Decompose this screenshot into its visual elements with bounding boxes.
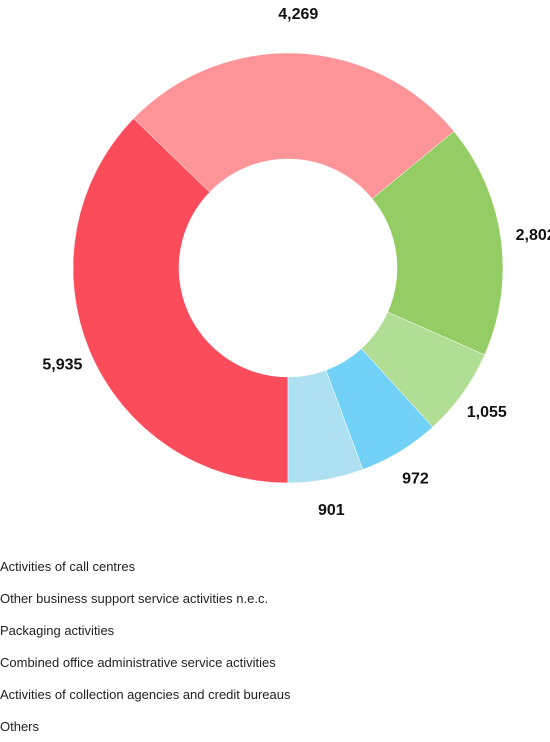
legend-item: Packaging activities bbox=[0, 614, 550, 646]
legend-label: Other business support service activitie… bbox=[0, 590, 269, 606]
legend-label: Activities of collection agencies and cr… bbox=[0, 686, 291, 702]
donut-slices bbox=[72, 52, 504, 484]
donut-slice bbox=[72, 118, 289, 484]
legend-item: Activities of collection agencies and cr… bbox=[0, 678, 550, 710]
legend-item: Combined office administrative service a… bbox=[0, 646, 550, 678]
slice-value-label: 1,055 bbox=[467, 404, 507, 421]
legend-item: Others bbox=[0, 710, 550, 742]
donut-slice bbox=[133, 52, 455, 200]
legend-label: Others bbox=[0, 718, 40, 734]
slice-value-label: 901 bbox=[318, 502, 345, 519]
chart-legend: Activities of call centres Other business… bbox=[0, 550, 550, 742]
donut-slice bbox=[371, 131, 504, 356]
slice-value-label: 4,269 bbox=[278, 6, 318, 23]
legend-label: Combined office administrative service a… bbox=[0, 654, 276, 670]
slice-value-label: 5,935 bbox=[42, 357, 82, 374]
donut-slice bbox=[287, 369, 364, 484]
donut-chart: 5,935 4,269 2,802 1,055 972 901 bbox=[42, 6, 550, 519]
slice-value-label: 972 bbox=[402, 470, 429, 487]
legend-item: Activities of call centres bbox=[0, 550, 550, 582]
donut-value-labels: 5,935 4,269 2,802 1,055 972 901 bbox=[42, 6, 550, 519]
legend-label: Activities of call centres bbox=[0, 558, 136, 574]
legend-label: Packaging activities bbox=[0, 622, 115, 638]
slice-value-label: 2,802 bbox=[516, 227, 550, 244]
legend-item: Other business support service activitie… bbox=[0, 582, 550, 614]
